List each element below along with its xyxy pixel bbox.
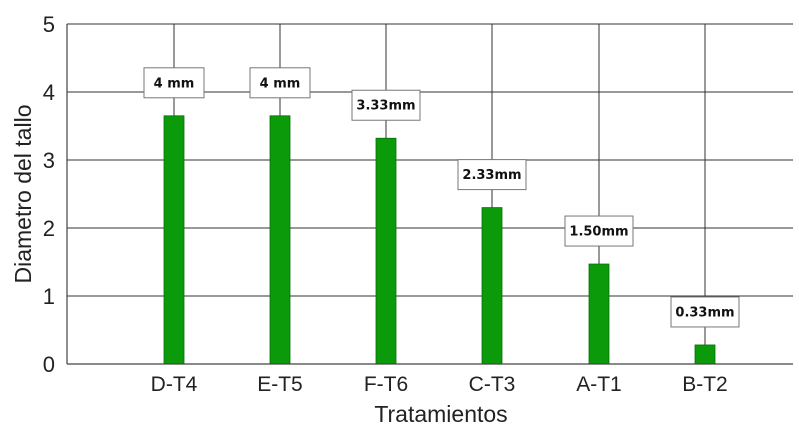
y-tick-label: 0 [43, 352, 55, 377]
bar-a-t1 [588, 263, 610, 365]
x-tick-label: D-T4 [151, 373, 198, 396]
y-tick-label: 1 [43, 284, 55, 309]
data-label-text: 3.33mm [356, 99, 415, 114]
data-label-text: 4 mm [154, 76, 195, 91]
y-axis-title: Diametro del tallo [10, 105, 36, 284]
data-label: 4 mm [249, 67, 311, 99]
data-label-box [143, 67, 205, 99]
bar-c-t3 [481, 207, 503, 365]
data-label-box [457, 159, 527, 191]
y-tick-label: 2 [43, 216, 55, 241]
x-tick-label: A-T1 [576, 373, 622, 396]
data-labels: 4 mm 4 mm 3.33mm 2.33mm 1.50mm 0.33mm [143, 67, 740, 328]
y-tick-label: 3 [43, 148, 55, 173]
x-tick-label: B-T2 [682, 373, 728, 396]
y-tick-label: 4 [43, 80, 55, 105]
data-label-text: 0.33mm [675, 305, 734, 320]
bar-d-t4 [163, 115, 185, 365]
data-label: 4 mm [143, 67, 205, 99]
x-tick-label: F-T6 [364, 373, 408, 396]
x-tick-label: E-T5 [257, 373, 303, 396]
data-label: 1.50mm [564, 215, 634, 247]
data-label-box [351, 89, 421, 121]
y-tick-labels: 0 1 2 3 4 5 [43, 12, 55, 377]
data-label-text: 1.50mm [569, 225, 628, 240]
data-label-box [249, 67, 311, 99]
axes [66, 24, 793, 365]
data-label: 0.33mm [670, 296, 740, 328]
x-tick-label: C-T3 [469, 373, 516, 396]
bar-f-t6 [375, 137, 397, 365]
data-label-text: 2.33mm [462, 168, 521, 183]
data-label: 3.33mm [351, 89, 421, 121]
data-label: 2.33mm [457, 159, 527, 191]
x-axis-title: Tratamientos [374, 401, 507, 427]
data-label-box [564, 215, 634, 247]
data-label-text: 4 mm [260, 76, 301, 91]
y-tick-label: 5 [43, 12, 55, 37]
x-tick-labels: D-T4 E-T5 F-T6 C-T3 A-T1 B-T2 [151, 373, 728, 396]
bar-b-t2 [694, 344, 716, 365]
data-label-box [670, 296, 740, 328]
bar-e-t5 [269, 115, 291, 365]
